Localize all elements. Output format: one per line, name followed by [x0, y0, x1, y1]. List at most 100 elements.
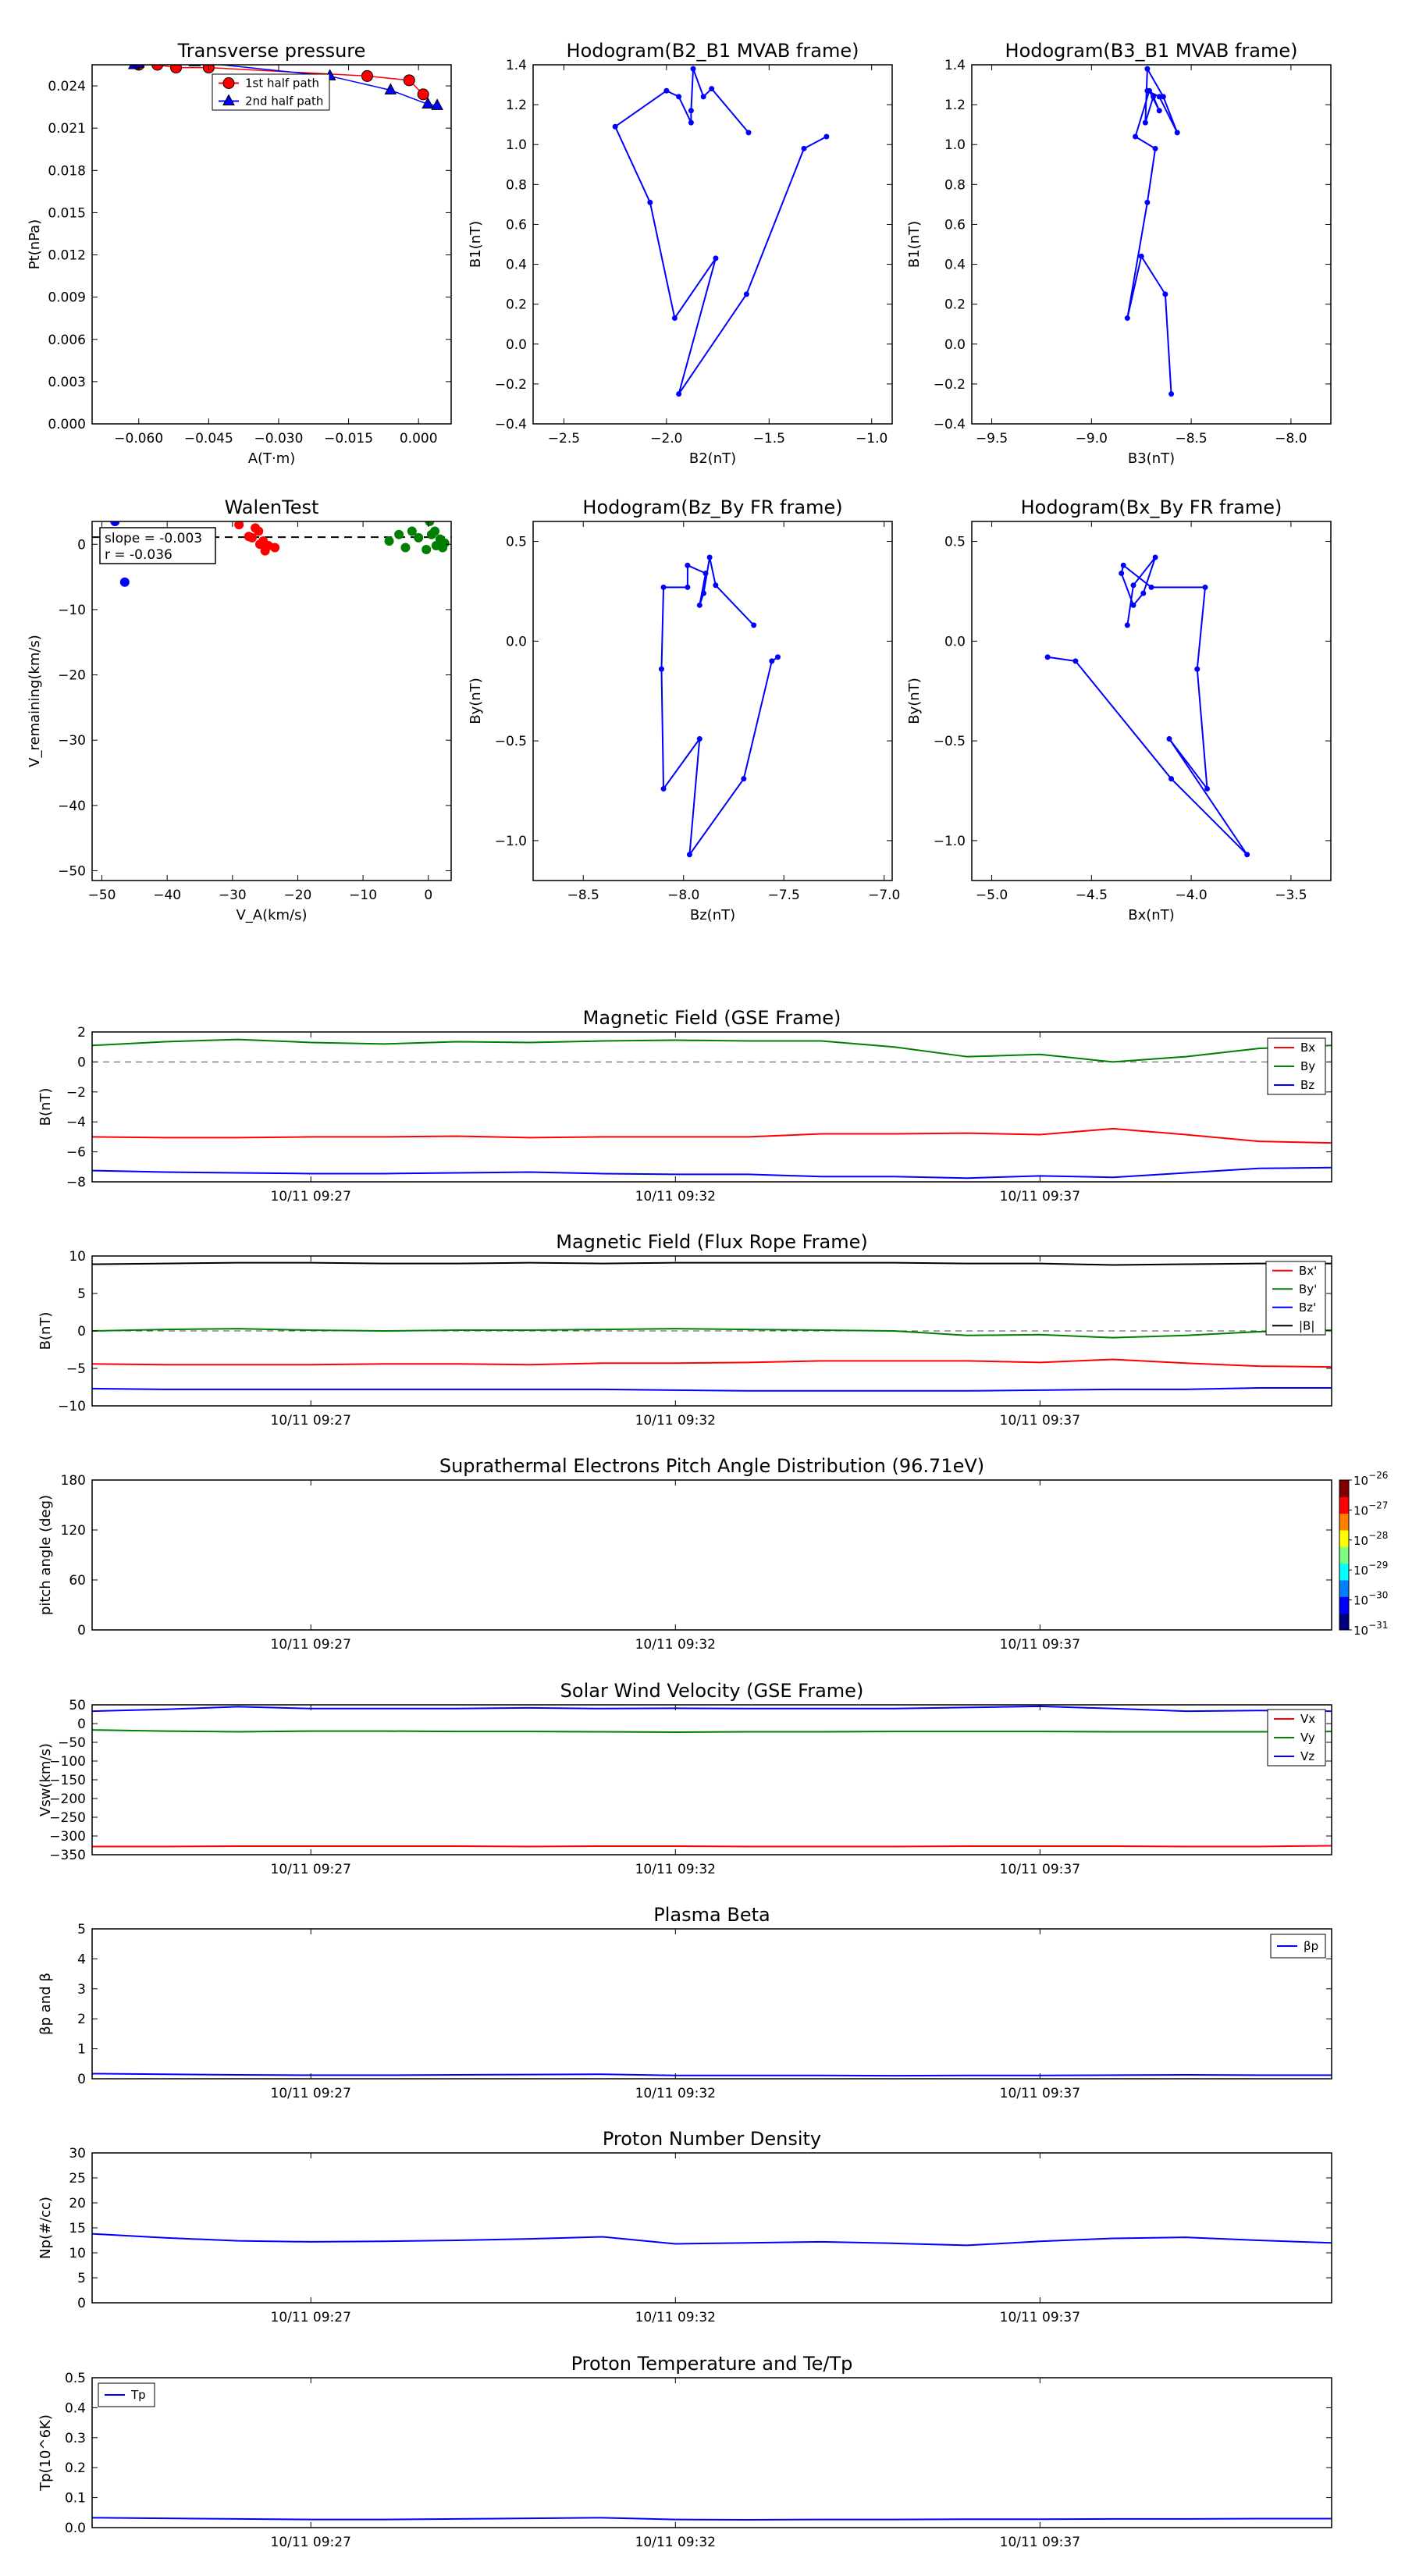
- data-point: [696, 736, 702, 742]
- y-tick-label: −10: [58, 603, 86, 618]
- y-tick-label: −250: [49, 1810, 86, 1826]
- chart-pad: 10−31 10−30 10−29 10−28 10−27 10−26 10/11 09:2…: [37, 1455, 1388, 1653]
- chart-beta: 10/11 09:27 10/11 09:32 10/11 09:37 0 1 2 3 4 5 P…: [37, 1904, 1332, 2101]
- data-point: [403, 74, 415, 87]
- data-point: [1194, 666, 1200, 672]
- data-point: [1138, 253, 1144, 259]
- chart-hodo_b3b1: −9.5 −9.0 −8.5 −8.0 −0.4 −0.2 0.0 0.2 0.4 0.6 0.8 1…: [906, 40, 1332, 467]
- colorbar-segment: [1339, 1563, 1349, 1581]
- y-tick-label: 0.6: [506, 217, 527, 233]
- legend-label: Bz': [1299, 1300, 1316, 1315]
- data-point: [751, 622, 757, 628]
- y-tick-label: −1.0: [934, 834, 966, 849]
- x-tick-label: 10/11 09:32: [635, 1189, 716, 1204]
- y-tick-label: 0.4: [944, 258, 966, 273]
- series-line: [92, 2517, 1332, 2521]
- chart-title: Hodogram(Bx_By FR frame): [1021, 496, 1282, 518]
- plot-frame: [91, 1031, 1332, 1183]
- y-tick-label: 0.5: [506, 535, 527, 550]
- data-point: [270, 543, 280, 553]
- plot-area: [1044, 554, 1250, 858]
- y-tick-label: −200: [49, 1791, 86, 1807]
- x-tick-label: −10: [349, 888, 377, 903]
- data-point: [688, 119, 694, 126]
- data-point: [676, 94, 682, 100]
- x-tick-label: 10/11 09:37: [1000, 1413, 1080, 1429]
- y-tick-label: 0.5: [944, 535, 966, 550]
- chart-title: Transverse pressure: [177, 40, 366, 62]
- y-axis-label: B(nT): [37, 1088, 54, 1126]
- y-tick-label: 20: [69, 2196, 86, 2211]
- y-tick-label: 2: [77, 2012, 86, 2027]
- data-point: [1202, 584, 1208, 590]
- data-point: [1152, 145, 1158, 151]
- y-tick-label: 1.4: [506, 58, 527, 73]
- colorbar-segment: [1339, 1480, 1349, 1497]
- data-point: [690, 66, 696, 72]
- x-tick-label: 10/11 09:27: [271, 1637, 351, 1653]
- x-tick-label: −2.5: [548, 431, 580, 447]
- chart-mag_fr: 10/11 09:27 10/11 09:32 10/11 09:37 −10 −5 0 5…: [37, 1231, 1332, 1429]
- data-point: [775, 654, 781, 660]
- y-tick-label: 0: [77, 2296, 86, 2311]
- y-tick-label: 120: [61, 1523, 86, 1539]
- data-point: [1119, 570, 1125, 576]
- data-point: [745, 130, 752, 136]
- y-tick-label: 25: [69, 2171, 86, 2186]
- y-tick-label: 0.6: [944, 217, 966, 233]
- chart-hodo_bzby: −8.5 −8.0 −7.5 −7.0 −1.0 −0.5 0.0 0.5 Hodogram(B…: [468, 496, 900, 923]
- y-tick-label: 180: [61, 1473, 86, 1489]
- data-point: [686, 852, 692, 858]
- annotation-text: r = -0.036: [105, 547, 173, 563]
- x-tick-label: −30: [219, 888, 247, 903]
- y-tick-label: −20: [58, 668, 86, 684]
- colorbar-segment: [1339, 1530, 1349, 1547]
- plot-area: [92, 1705, 1332, 1848]
- x-tick-label: −8.5: [567, 888, 599, 903]
- data-point: [1120, 562, 1126, 568]
- series-line: [1047, 557, 1248, 856]
- series-line: [1126, 66, 1179, 394]
- legend-label: 1st half path: [245, 76, 319, 91]
- colorbar-tick-label: 10−28: [1353, 1530, 1388, 1548]
- x-axis-label: B3(nT): [1128, 450, 1175, 467]
- legend-label: Bx': [1299, 1264, 1317, 1278]
- y-tick-label: 0.012: [48, 248, 86, 264]
- y-tick-label: 0.0: [506, 634, 527, 649]
- x-tick-label: −8.5: [1175, 431, 1207, 447]
- data-point: [151, 65, 164, 71]
- y-axis-label: By(nT): [468, 678, 484, 724]
- y-tick-label: 0.009: [48, 290, 86, 306]
- legend-label: |B|: [1299, 1318, 1314, 1332]
- data-point: [1162, 291, 1168, 297]
- data-point: [685, 584, 691, 590]
- x-tick-label: 10/11 09:32: [635, 2086, 716, 2101]
- plot-frame: [971, 64, 1332, 425]
- y-tick-label: 0.024: [48, 79, 86, 94]
- plot-area: [127, 65, 443, 110]
- x-tick-label: −7.0: [868, 888, 900, 903]
- series-line: [92, 1038, 1332, 1063]
- y-tick-label: 0.006: [48, 333, 86, 348]
- x-tick-label: −8.0: [1275, 431, 1307, 447]
- y-tick-label: −50: [58, 1735, 86, 1751]
- data-point: [1144, 199, 1151, 205]
- x-tick-label: 10/11 09:27: [271, 1413, 351, 1429]
- data-point: [823, 133, 830, 140]
- x-axis-label: V_A(km/s): [236, 907, 307, 923]
- x-tick-label: 0.000: [400, 431, 438, 447]
- y-axis-label: pitch angle (deg): [37, 1495, 54, 1615]
- plot-area: [658, 554, 781, 858]
- y-axis-label: V_remaining(km/s): [27, 635, 43, 767]
- annotation-box: [99, 527, 216, 564]
- x-tick-label: −5.0: [976, 888, 1008, 903]
- data-point: [234, 521, 244, 530]
- data-point: [688, 108, 694, 114]
- y-tick-label: 0.2: [506, 297, 527, 313]
- chart-title: Solar Wind Velocity (GSE Frame): [560, 1680, 864, 1702]
- data-point: [361, 69, 373, 82]
- chart-transverse: −0.060 −0.045 −0.030 −0.015 0.000 0.000 0.003 0…: [27, 40, 452, 467]
- y-tick-label: 0.0: [506, 337, 527, 353]
- y-axis-label: Pt(nPa): [27, 219, 43, 269]
